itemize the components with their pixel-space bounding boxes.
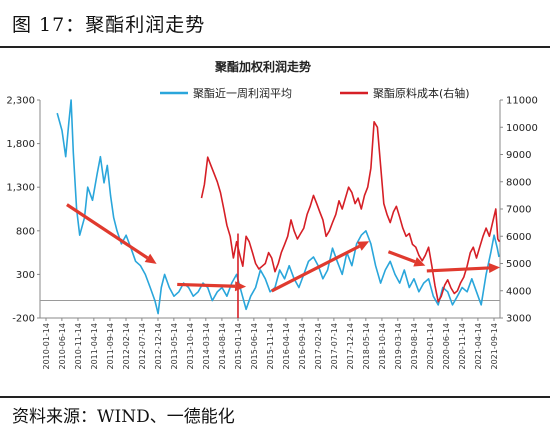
x-tick-label: 2020-01-14 <box>426 323 435 370</box>
x-tick-label: 2021-04-14 <box>474 323 483 370</box>
trend-arrow-shaft <box>271 244 361 293</box>
x-tick-label: 2010-06-14 <box>58 323 67 370</box>
x-tick-label: 2016-04-14 <box>282 323 291 370</box>
x-tick-label: 2013-05-14 <box>170 323 179 370</box>
trend-arrow-shaft <box>426 266 490 273</box>
y-left-tick-label: -200 <box>12 314 35 325</box>
footer-rule <box>0 396 550 398</box>
trend-arrow-head <box>413 257 426 267</box>
y-right-tick-label: 7000 <box>506 205 531 216</box>
x-tick-label: 2020-06-14 <box>442 323 451 370</box>
y-left-tick-label: 2,300 <box>6 96 35 107</box>
chart-title: 聚酯加权利润走势 <box>214 59 311 74</box>
trend-arrow-shaft <box>387 250 416 264</box>
trend-arrow-shaft <box>177 282 236 288</box>
y-right-tick-label: 5000 <box>506 259 531 270</box>
x-tick-label: 2020-11-14 <box>458 323 467 370</box>
trend-arrow-head <box>234 281 247 292</box>
x-tick-label: 2015-01-14 <box>234 323 243 370</box>
trend-arrow-shaft <box>66 203 149 260</box>
y-left-tick-label: 300 <box>16 270 35 281</box>
x-tick-label: 2012-07-14 <box>138 323 147 370</box>
x-tick-label: 2015-11-14 <box>266 323 275 370</box>
x-tick-label: 2012-12-14 <box>154 323 163 370</box>
x-tick-label: 2018-05-14 <box>362 323 371 370</box>
trend-arrow-head <box>357 241 370 251</box>
x-tick-label: 2021-09-14 <box>490 323 499 370</box>
x-tick-label: 2017-02-14 <box>314 323 323 370</box>
legend-label-cost: 聚酯原料成本(右轴) <box>373 86 470 100</box>
x-tick-label: 2019-03-14 <box>394 323 403 370</box>
profit-chart: 聚酯加权利润走势 聚酯近一周利润平均 聚酯原料成本(右轴) 2,300 1,800… <box>6 59 537 370</box>
source-note: 资料来源：WIND、一德能化 <box>12 407 235 427</box>
chart-legend: 聚酯近一周利润平均 聚酯原料成本(右轴) <box>160 86 470 100</box>
y-right-tick-label: 10000 <box>506 123 538 134</box>
series-line-cost <box>200 121 501 303</box>
x-tick-label: 2018-10-14 <box>378 323 387 370</box>
y-right-tick-label: 4000 <box>506 286 531 297</box>
x-tick-label: 2016-09-14 <box>298 323 307 370</box>
x-tick-label: 2011-04-14 <box>90 323 99 370</box>
chart-axes: 2,300 1,800 1,300 800 300 -200 11000 10000 9000 8… <box>6 96 537 370</box>
x-tick-label: 2019-08-14 <box>410 323 419 370</box>
y-left-tick-label: 1,800 <box>6 139 35 150</box>
y-right-tick-label: 6000 <box>506 232 531 243</box>
y-right-tick-label: 11000 <box>506 96 538 107</box>
trend-arrow-head <box>488 262 500 273</box>
y-left-tick-label: 800 <box>16 226 35 237</box>
y-right-tick-label: 3000 <box>506 314 531 325</box>
x-tick-label: 2017-07-14 <box>330 323 339 370</box>
x-tick-label: 2013-10-14 <box>186 323 195 370</box>
figure-header: 图 17：聚酯利润走势 <box>0 0 550 46</box>
series-line-profit <box>56 99 500 315</box>
y-right-tick-label: 8000 <box>506 177 531 188</box>
x-tick-label: 2017-12-14 <box>346 323 355 370</box>
x-tick-label: 2010-11-14 <box>74 323 83 370</box>
header-rule <box>0 46 550 48</box>
y-left-tick-label: 1,300 <box>6 183 35 194</box>
x-tick-label: 2014-08-14 <box>218 323 227 370</box>
x-tick-label: 2014-03-14 <box>202 323 211 370</box>
chart-plot-area <box>56 99 501 318</box>
x-tick-label: 2012-02-14 <box>122 323 131 370</box>
x-tick-label: 2011-09-14 <box>106 323 115 370</box>
trend-arrow-head <box>144 253 157 264</box>
figure-title: 图 17：聚酯利润走势 <box>12 14 206 36</box>
x-tick-label: 2015-06-14 <box>250 323 259 370</box>
legend-label-profit: 聚酯近一周利润平均 <box>193 86 292 100</box>
x-tick-label: 2010-01-14 <box>42 323 51 370</box>
y-right-tick-label: 9000 <box>506 150 531 161</box>
